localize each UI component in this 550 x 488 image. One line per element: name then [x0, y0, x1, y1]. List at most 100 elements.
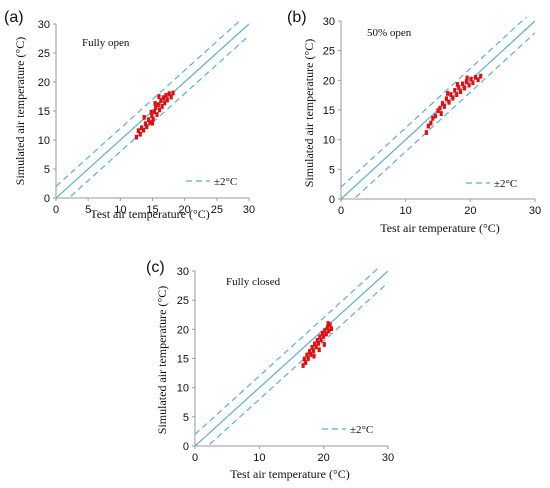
x-tick-label: 10: [400, 205, 412, 217]
data-point: [159, 98, 163, 103]
data-point: [302, 356, 306, 362]
data-point: [446, 90, 450, 96]
data-point: [324, 331, 328, 337]
x-tick-label: 0: [53, 204, 59, 216]
panel-a-legend-text: ±2°C: [214, 176, 237, 188]
panel-a-ylabel: Simulated air temperature (°C): [13, 37, 27, 185]
data-point: [442, 104, 447, 109]
data-point: [156, 102, 160, 108]
data-point: [329, 326, 333, 332]
data-point: [312, 353, 316, 359]
data-point: [322, 333, 326, 339]
panel-c-legend-text: ±2°C: [350, 424, 373, 436]
x-tick-label: 30: [382, 452, 394, 464]
x-tick-label: 20: [318, 452, 330, 464]
data-point: [157, 94, 161, 99]
tolerance-line: [195, 267, 381, 435]
y-tick-label: 30: [38, 19, 50, 31]
data-point: [136, 128, 140, 134]
x-tick-label: 30: [243, 204, 255, 216]
y-tick-label: 5: [183, 412, 189, 424]
data-point: [152, 109, 157, 114]
data-point: [313, 341, 317, 347]
x-tick-label: 30: [529, 205, 541, 217]
data-point: [150, 113, 154, 119]
data-point: [469, 76, 473, 82]
data-point: [465, 75, 469, 81]
data-point: [429, 120, 433, 126]
y-tick-label: 25: [38, 48, 50, 60]
data-point: [160, 103, 164, 109]
panel-c: (c) Fully closed Test air temperature (°…: [146, 259, 394, 481]
data-point: [317, 347, 321, 353]
data-point: [323, 328, 327, 333]
data-point: [455, 92, 459, 97]
data-point: [155, 112, 159, 117]
data-point: [318, 334, 322, 340]
tolerance-line: [67, 35, 249, 198]
data-point: [320, 331, 324, 336]
panel-b-xlabel: Test air temperature (°C): [380, 221, 500, 235]
data-point: [326, 321, 330, 326]
identity-line: [195, 270, 388, 446]
panel-b-legend-text: ±2°C: [494, 178, 517, 190]
data-point: [447, 99, 451, 105]
data-point: [153, 101, 157, 106]
data-point: [424, 130, 428, 135]
data-point: [151, 116, 155, 122]
data-point: [165, 97, 169, 103]
data-point: [426, 123, 430, 129]
x-tick-label: 0: [338, 205, 344, 217]
y-tick-label: 20: [177, 324, 189, 336]
data-point: [433, 113, 438, 119]
data-point: [459, 89, 463, 95]
panel-a-label: (a): [4, 9, 24, 26]
data-point: [147, 117, 151, 123]
data-point: [479, 73, 483, 79]
data-point: [141, 127, 146, 133]
data-point: [310, 345, 314, 350]
data-point: [315, 338, 319, 343]
panel-b: (b) 50% open Test air temperature (°C) S…: [287, 9, 541, 235]
data-point: [457, 85, 461, 90]
data-point: [471, 80, 475, 86]
data-point: [322, 342, 326, 347]
y-tick-label: 30: [177, 266, 189, 278]
y-tick-label: 0: [44, 193, 50, 205]
data-point: [149, 109, 153, 115]
data-point: [309, 352, 313, 357]
tolerance-line: [56, 20, 242, 187]
x-tick-label: 20: [179, 204, 191, 216]
data-point: [311, 348, 315, 354]
panel-b-ylabel: Simulated air temperature (°C): [302, 39, 316, 187]
y-tick-label: 5: [44, 164, 50, 176]
panel-c-note: Fully closed: [226, 276, 281, 288]
data-point: [169, 94, 173, 100]
data-point: [142, 114, 146, 120]
data-point: [163, 100, 167, 106]
data-point: [307, 349, 312, 354]
data-point: [134, 134, 139, 140]
data-point: [462, 85, 467, 91]
y-tick-label: 15: [177, 354, 189, 366]
data-point: [460, 81, 465, 87]
panel-a-note: Fully open: [82, 37, 130, 49]
data-point: [161, 95, 166, 101]
data-point: [455, 82, 459, 87]
data-point: [439, 111, 443, 116]
data-point: [327, 328, 331, 334]
panel-c-ylabel: Simulated air temperature (°C): [155, 286, 169, 434]
tolerance-line: [353, 32, 535, 199]
data-point: [328, 322, 332, 328]
data-point: [305, 352, 309, 358]
data-point: [150, 120, 155, 126]
data-points: [424, 73, 483, 135]
y-tick-label: 25: [177, 295, 189, 307]
data-point: [171, 90, 175, 96]
data-point: [440, 101, 445, 106]
data-point: [148, 120, 152, 125]
data-point: [301, 363, 305, 368]
y-tick-label: 0: [329, 194, 335, 206]
x-tick-label: 10: [253, 452, 265, 464]
